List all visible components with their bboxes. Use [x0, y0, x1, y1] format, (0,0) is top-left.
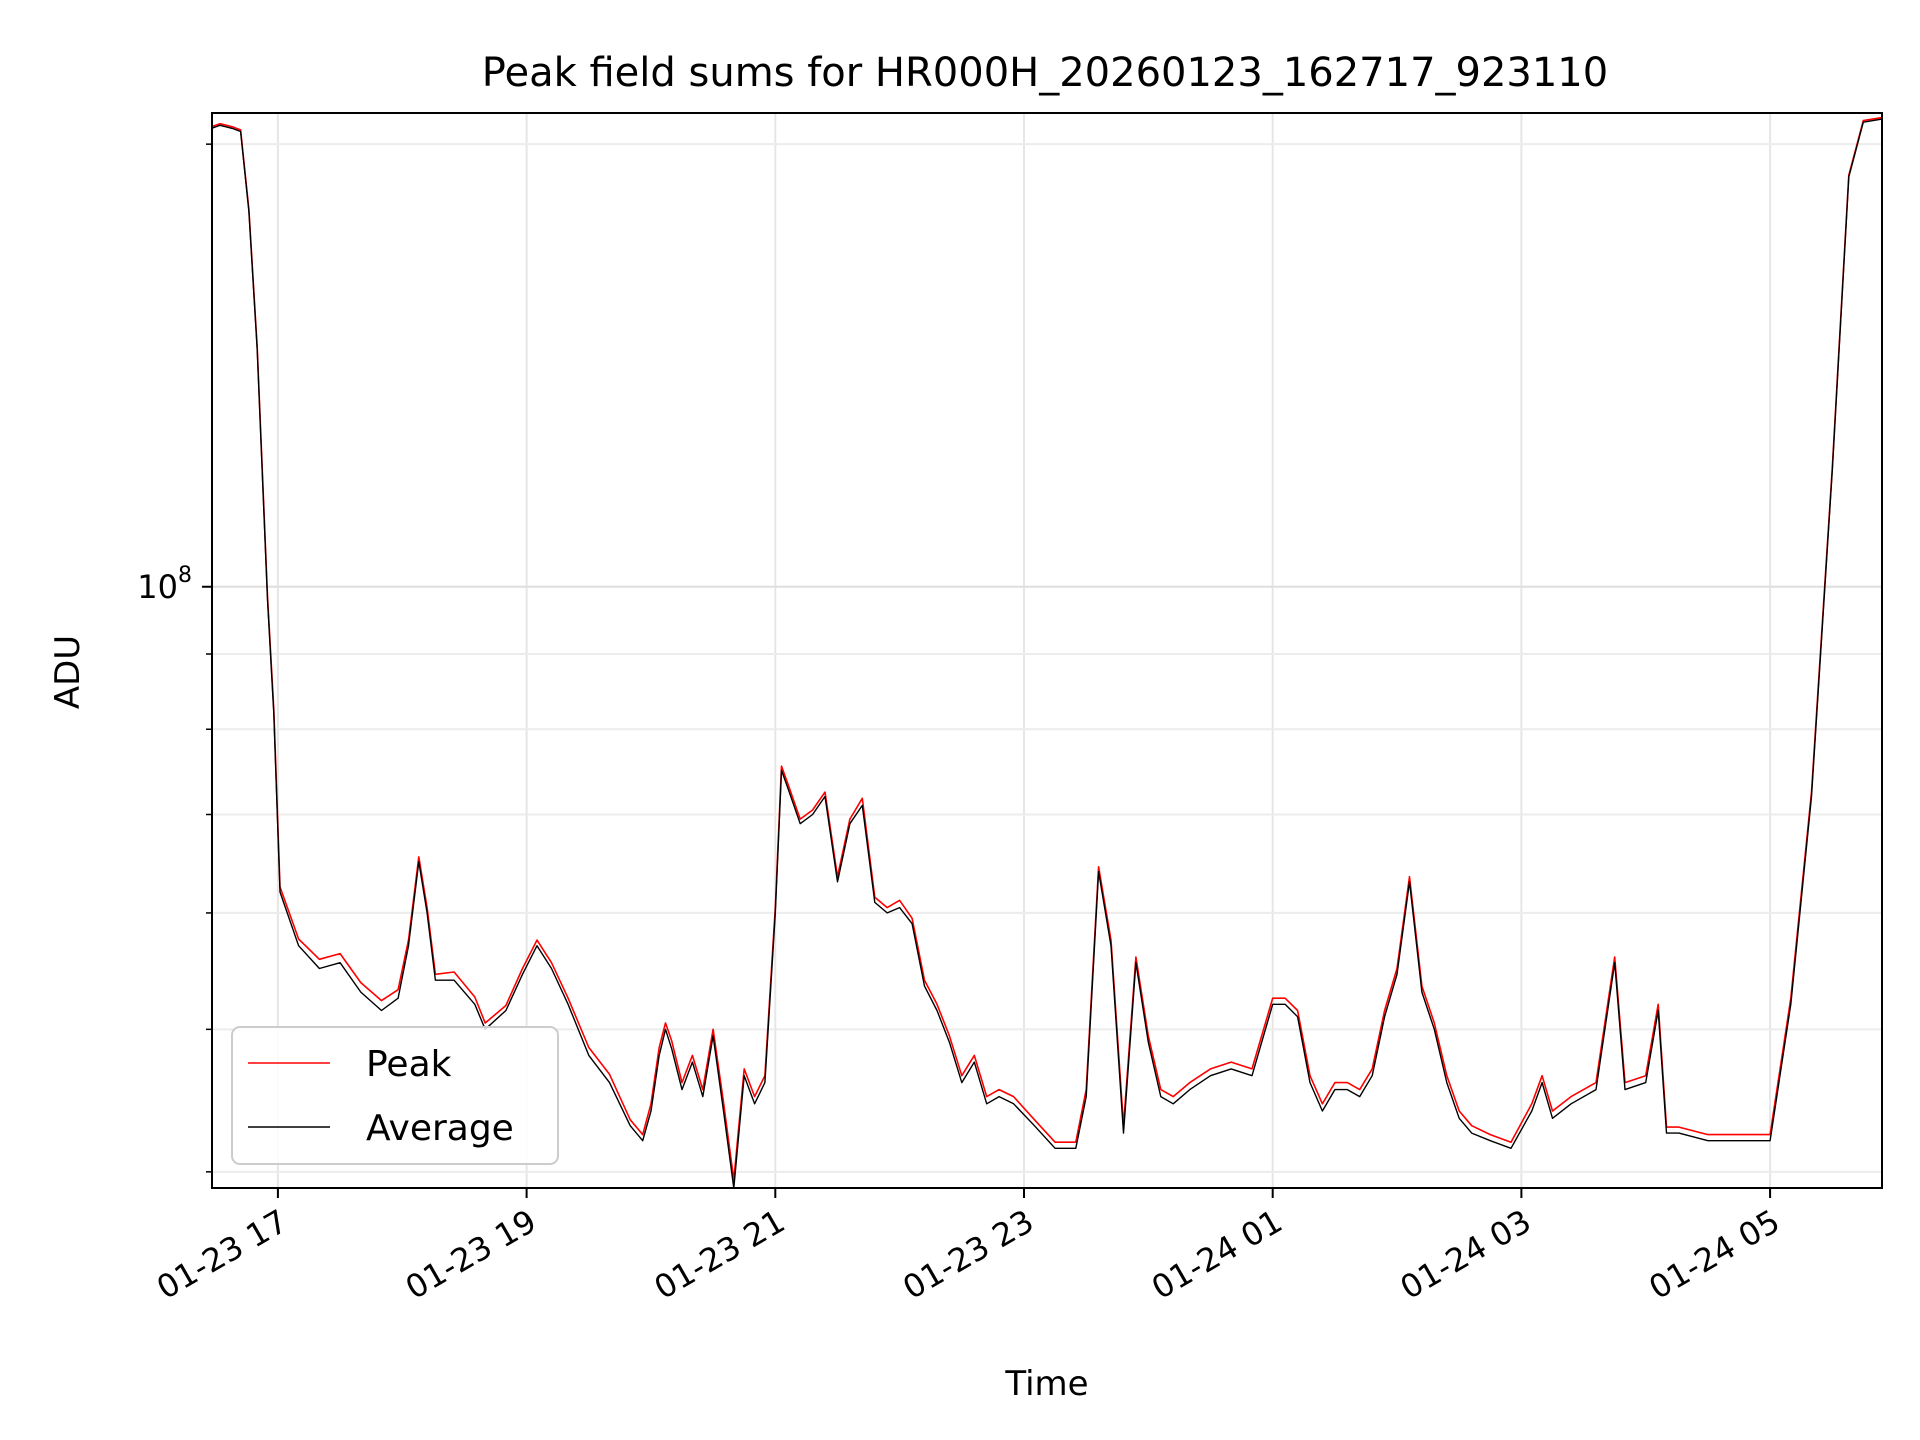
- chart-title: Peak field sums for HR000H_20260123_1627…: [482, 50, 1608, 96]
- legend: Peak Average: [231, 1026, 559, 1165]
- plot-lines: [211, 116, 1883, 1189]
- legend-average-label: Average: [366, 1108, 514, 1149]
- legend-box: [231, 1026, 559, 1165]
- grid: [212, 113, 1882, 1188]
- y-axis-label: ADU: [48, 635, 88, 709]
- y-tick-exponent: 8: [178, 563, 192, 588]
- y-tick-base: 10: [137, 568, 178, 606]
- series-line-peak: [211, 116, 1883, 1181]
- y-tick-label: 108: [137, 563, 192, 606]
- plot-frame: [211, 112, 1883, 1189]
- legend-peak-label: Peak: [366, 1044, 452, 1085]
- x-axis-label: Time: [1004, 1364, 1088, 1404]
- series-line-average: [211, 118, 1883, 1189]
